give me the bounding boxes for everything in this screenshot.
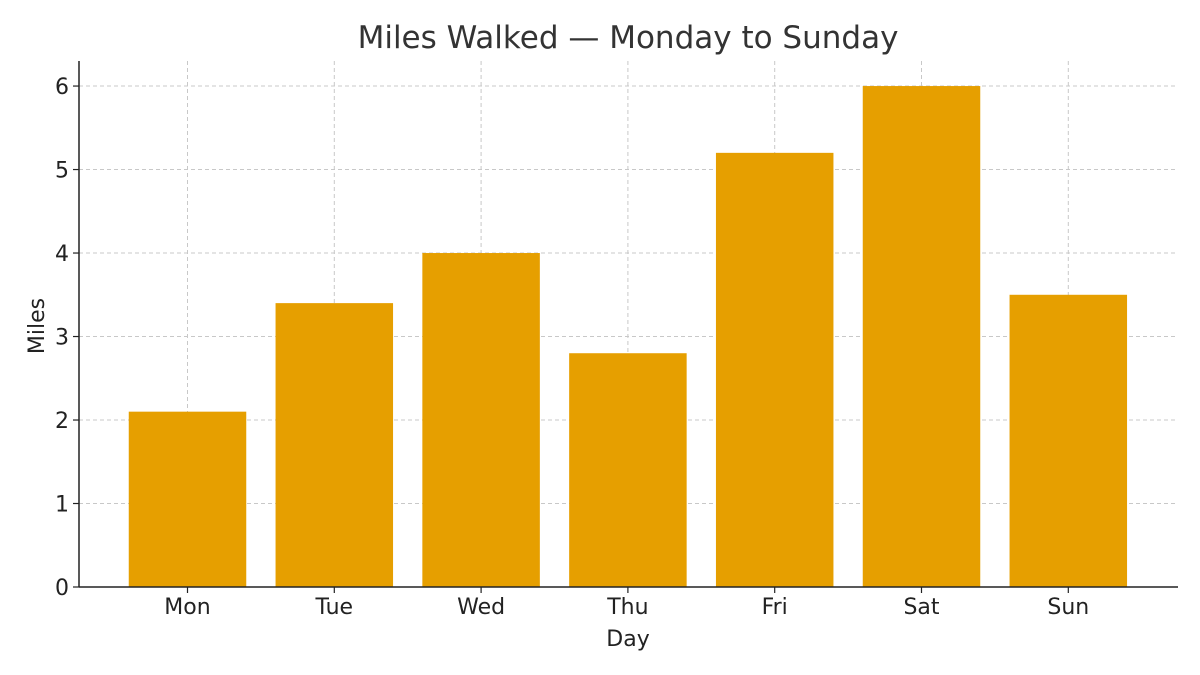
bar-mon <box>128 411 247 587</box>
x-tick-label: Tue <box>315 595 354 620</box>
x-tick-label: Sun <box>1047 595 1089 620</box>
x-axis-label: Day <box>606 627 649 652</box>
y-ticks: 0 1 2 3 4 5 6 <box>55 75 79 601</box>
bar-wed <box>422 253 540 588</box>
y-tick-label: 3 <box>55 326 69 351</box>
x-tick-label: Sat <box>903 595 939 620</box>
x-ticks: Mon Tue Wed Thu Fri Sat Sun <box>164 587 1089 620</box>
x-tick-label: Wed <box>457 595 505 620</box>
y-tick-label: 1 <box>55 493 69 518</box>
bar-fri <box>715 152 834 588</box>
bar-sun <box>1009 294 1128 587</box>
chart-title: Miles Walked — Monday to Sunday <box>358 20 899 56</box>
x-tick-label: Fri <box>762 595 788 620</box>
x-tick-label: Mon <box>164 595 210 620</box>
y-tick-label: 4 <box>55 242 69 267</box>
y-tick-label: 2 <box>55 409 69 434</box>
y-tick-label: 6 <box>55 75 69 100</box>
y-tick-label: 0 <box>55 576 69 601</box>
y-tick-label: 5 <box>55 159 69 184</box>
bar-thu <box>569 353 687 587</box>
bar-sat <box>862 86 981 588</box>
bars <box>128 86 1128 588</box>
bar-tue <box>275 303 394 587</box>
x-tick-label: Thu <box>606 595 648 620</box>
y-axis-label: Miles <box>25 298 50 354</box>
